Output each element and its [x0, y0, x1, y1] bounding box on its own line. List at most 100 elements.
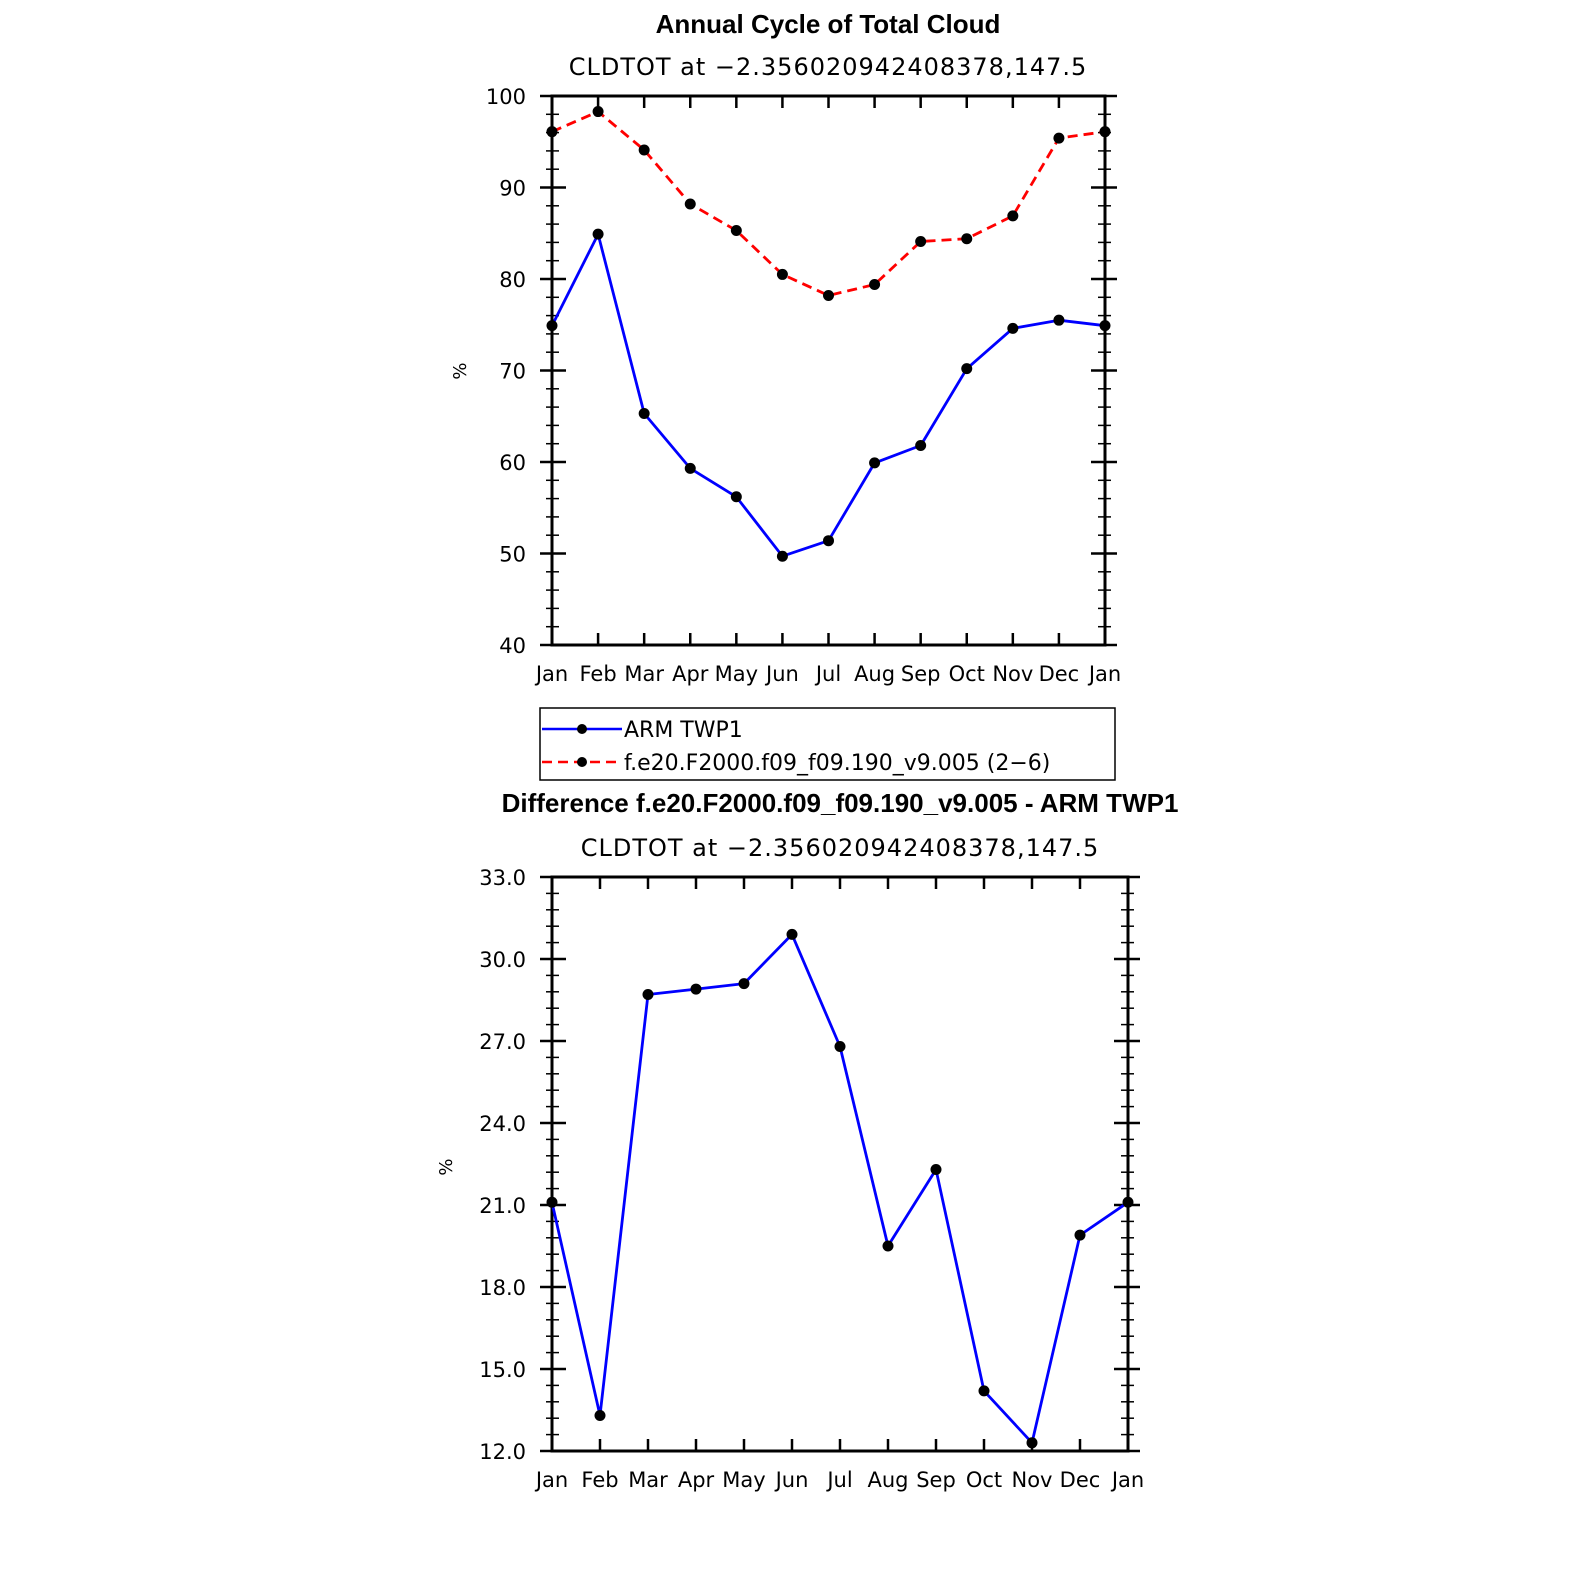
- chart2-xtick-label: Feb: [581, 1468, 618, 1492]
- legend-marker-arm: [577, 724, 587, 734]
- chart1-series-1-point: [915, 235, 927, 247]
- chart1-xtick-label: Aug: [854, 662, 895, 686]
- chart1-xtick-label: Mar: [624, 662, 664, 686]
- chart1-xtick-label: May: [715, 662, 758, 686]
- chart1-series-0-point: [823, 535, 834, 547]
- chart2-series-line-0: [550, 933, 1129, 1445]
- chart2-ytick-label: 33.0: [479, 866, 526, 890]
- chart1-series-1-point: [1053, 132, 1065, 144]
- chart2-xtick-label: May: [722, 1468, 765, 1492]
- chart2-series: [546, 928, 1134, 1449]
- chart1-series-0-point: [961, 363, 973, 375]
- legend-label-model: f.e20.F2000.f09_f09.190_v9.005 (2−6): [624, 751, 1050, 776]
- chart1-series-0-point: [869, 457, 881, 469]
- chart2-series-0-point: [882, 1240, 894, 1252]
- chart2-series-0-point: [642, 989, 654, 1001]
- chart1-series-0-point: [1007, 322, 1019, 334]
- chart1-xtick-label: Sep: [901, 662, 941, 686]
- legend-marker-model: [577, 757, 587, 767]
- chart1-series-1-point: [1007, 210, 1019, 222]
- chart2-xtick-label: Sep: [916, 1468, 956, 1492]
- chart1-series-0-point: [730, 491, 742, 503]
- chart1-series-0-point: [592, 228, 604, 240]
- chart1-xtick-label: Jan: [534, 662, 568, 686]
- chart1-series-1-point: [684, 198, 696, 210]
- chart2-xtick-label: Jan: [534, 1468, 568, 1492]
- chart2-ytick-label: 24.0: [479, 1112, 526, 1136]
- chart1-series-0-point: [638, 408, 650, 420]
- chart1-series-1-point: [823, 289, 834, 301]
- chart2-series-0-point: [978, 1385, 990, 1397]
- chart1-ytick-label: 90: [499, 177, 526, 201]
- chart2-xtick-label: Aug: [867, 1468, 908, 1492]
- chart2-xtick-label: Nov: [1012, 1468, 1053, 1492]
- chart1-ytick-label: 50: [499, 543, 526, 567]
- chart1-xtick-label: Oct: [949, 662, 985, 686]
- chart2-xtick-label: Dec: [1060, 1468, 1101, 1492]
- chart1-series: [546, 106, 1111, 562]
- legend-label-arm: ARM TWP1: [624, 718, 743, 743]
- chart1-ylabel: %: [450, 362, 471, 379]
- chart2-xtick-label: Mar: [628, 1468, 668, 1492]
- chart2-xtick-label: Oct: [966, 1468, 1002, 1492]
- chart2-series-0-point: [834, 1040, 846, 1052]
- chart2-series-0-point: [1074, 1229, 1086, 1241]
- chart2-xtick-label: Jan: [1110, 1468, 1144, 1492]
- chart2-ytick-label: 27.0: [479, 1030, 526, 1054]
- chart1-subtitle: CLDTOT at −2.356020942408378,147.5: [569, 53, 1088, 81]
- chart2-ytick-label: 12.0: [479, 1440, 526, 1464]
- chart2-ytick-label: 21.0: [479, 1194, 526, 1218]
- chart2-xtick-label: Jul: [825, 1468, 852, 1492]
- chart2-series-0-point: [930, 1163, 942, 1175]
- chart2-series-0-point: [690, 983, 702, 995]
- legend-box: [539, 707, 1116, 781]
- chart1-xtick-label: Dec: [1039, 662, 1080, 686]
- chart1-xtick-label: Jun: [764, 662, 799, 686]
- chart2-ytick-label: 15.0: [479, 1358, 526, 1382]
- chart2-plot-frame: [550, 875, 1130, 1453]
- chart1-series-1-point: [592, 106, 604, 118]
- chart1-series-0-point: [546, 320, 558, 332]
- chart1-series-1-point: [776, 268, 788, 280]
- chart2-subtitle: CLDTOT at −2.356020942408378,147.5: [581, 834, 1100, 862]
- chart1-ticks: Jan Feb Mar Apr May Jun Jul Aug Sep Oct Nov Dec Jan 4…: [486, 85, 1121, 686]
- chart2-series-0-point: [594, 1409, 606, 1421]
- chart2-xtick-label: Apr: [678, 1468, 715, 1492]
- chart1-series-1-point: [730, 225, 742, 237]
- chart1-ytick-label: 70: [499, 360, 526, 384]
- chart1-xtick-label: Jan: [1087, 662, 1121, 686]
- chart2-series-0-point: [786, 928, 798, 940]
- chart2-series-0-point: [1122, 1196, 1134, 1208]
- chart2-series-0-point: [738, 978, 750, 990]
- chart2-series-0-point: [546, 1196, 558, 1208]
- chart1-series-0-point: [776, 550, 788, 562]
- chart1-xtick-label: Jul: [814, 662, 841, 686]
- chart1-series-1-point: [638, 144, 650, 156]
- chart1-series-line-0: [550, 232, 1106, 558]
- chart1-series-0-point: [1053, 314, 1065, 326]
- chart1-xtick-label: Apr: [672, 662, 709, 686]
- chart2-ytick-label: 30.0: [479, 948, 526, 972]
- chart1-xtick-label: Nov: [992, 662, 1033, 686]
- chart1-series-line-1: [551, 110, 1106, 297]
- chart2-title: Difference f.e20.F2000.f09_f09.190_v9.00…: [502, 788, 1179, 818]
- chart1-series-1-point: [1099, 126, 1111, 138]
- chart2-ytick-label: 18.0: [479, 1276, 526, 1300]
- chart1-series-1-point: [961, 233, 973, 245]
- chart1-ytick-label: 60: [499, 451, 526, 475]
- chart2-xtick-label: Jun: [774, 1468, 809, 1492]
- chart1-series-0-point: [915, 440, 927, 452]
- chart2-series-0-point: [1026, 1437, 1038, 1449]
- chart1-xtick-label: Feb: [579, 662, 616, 686]
- chart1-series-0-point: [684, 462, 696, 474]
- chart1-ytick-label: 80: [499, 268, 526, 292]
- chart1-series-1-point: [869, 278, 881, 290]
- chart1-title: Annual Cycle of Total Cloud: [656, 9, 1001, 39]
- chart1-series-0-point: [1099, 320, 1111, 332]
- chart2-ticks: Jan Feb Mar Apr May Jun Jul Aug Sep Oct Nov Dec Jan 1…: [479, 866, 1144, 1492]
- chart1-ytick-label: 40: [499, 634, 526, 658]
- chart2-ylabel: %: [436, 1158, 457, 1175]
- chart1-series-1-point: [546, 126, 558, 138]
- chart1-plot-frame: [550, 94, 1107, 647]
